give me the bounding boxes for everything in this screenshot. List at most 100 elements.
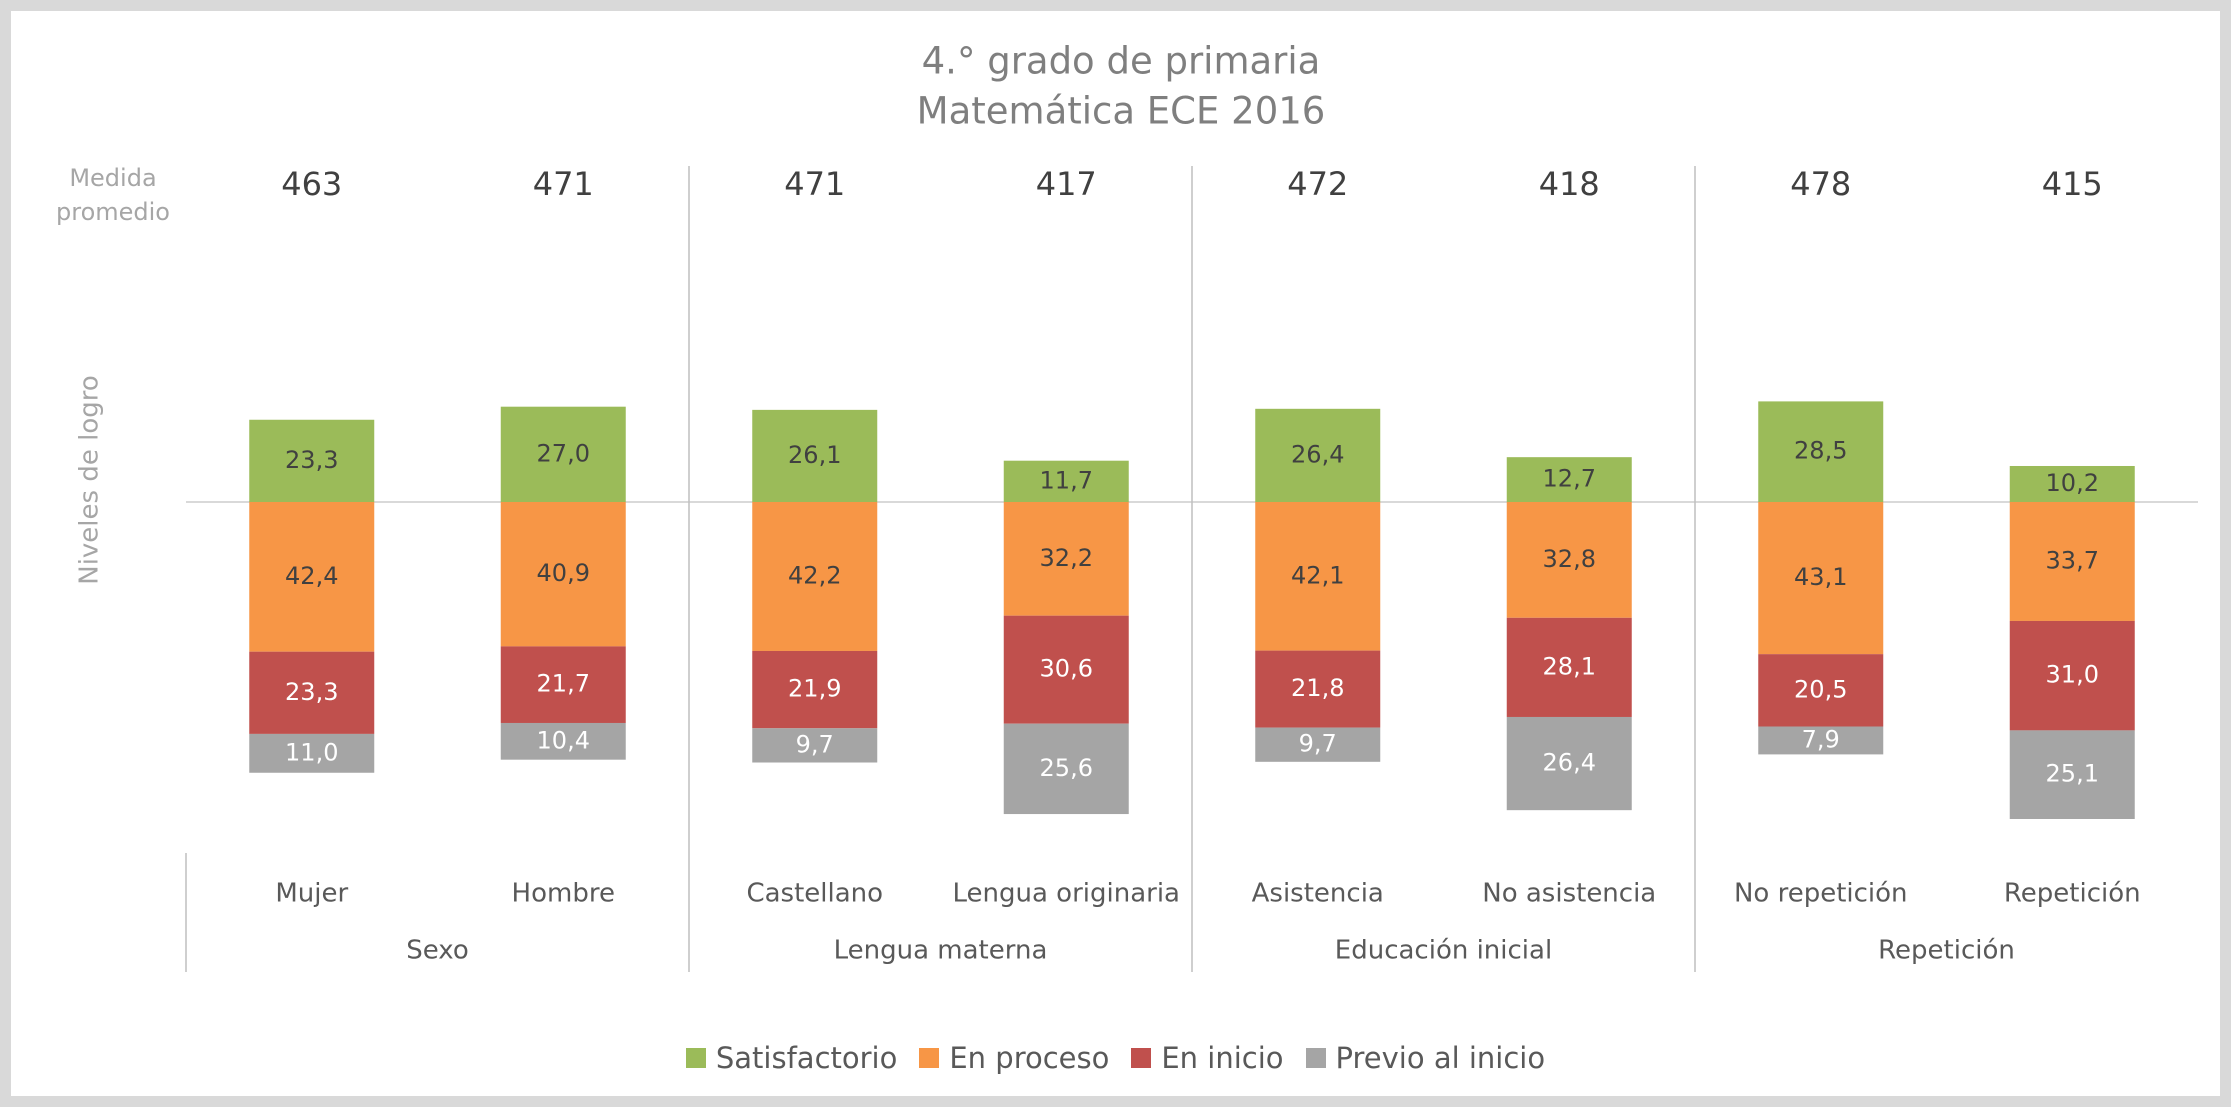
bar-segment	[1003, 460, 1129, 502]
bar-segment	[752, 728, 878, 763]
average-value: 417	[1036, 165, 1097, 203]
bar-segment	[1506, 716, 1632, 811]
bar-segment	[2009, 730, 2135, 819]
legend-swatch	[1131, 1048, 1152, 1068]
bar-segment	[249, 419, 375, 502]
bar-segment	[1506, 502, 1632, 618]
data-label: 23,3	[285, 678, 338, 706]
bar-segment	[1003, 723, 1129, 815]
bar-segment	[1758, 726, 1884, 755]
data-label: 25,1	[2046, 760, 2099, 788]
x-tick-label: No repetición	[1734, 879, 1908, 909]
legend-label: En proceso	[949, 1041, 1110, 1075]
bar-segment	[1506, 617, 1632, 717]
bar-segment	[2009, 502, 2135, 621]
chart-subtitle: Matemática ECE 2016	[917, 90, 1326, 133]
legend-item: En inicio	[1131, 1041, 1284, 1075]
average-value: 463	[281, 165, 342, 203]
data-label: 23,3	[285, 446, 338, 474]
bar-segment	[1758, 502, 1884, 655]
legend-swatch	[1305, 1048, 1326, 1068]
bar-segment	[752, 409, 878, 502]
data-label: 26,1	[788, 441, 841, 469]
data-label: 33,7	[2046, 546, 2099, 574]
data-label: 25,6	[1040, 754, 1093, 782]
legend-swatch	[685, 1048, 706, 1068]
data-label: 12,7	[1543, 465, 1596, 493]
data-label: 43,1	[1794, 563, 1847, 591]
chart-title: 4.° grado de primaria	[922, 40, 1321, 83]
bar-segment	[1506, 457, 1632, 502]
x-tick-label: Repetición	[2004, 879, 2141, 909]
data-label: 10,4	[537, 726, 590, 754]
average-value: 471	[533, 165, 594, 203]
data-label: 28,5	[1794, 437, 1847, 465]
bar-segment	[500, 502, 626, 647]
y-axis-label: Niveles de logro	[75, 375, 105, 585]
data-label: 7,9	[1802, 725, 1840, 753]
bar-segment	[1255, 650, 1381, 728]
bar-segment	[500, 722, 626, 760]
average-value: 472	[1287, 165, 1348, 203]
average-value: 418	[1539, 165, 1600, 203]
legend-item: En proceso	[919, 1041, 1109, 1075]
x-tick-label: Hombre	[512, 879, 615, 909]
legend-swatch	[919, 1048, 940, 1068]
average-value: 471	[784, 165, 845, 203]
data-label: 28,1	[1543, 652, 1596, 680]
x-tick-label: Castellano	[746, 879, 883, 909]
data-label: 27,0	[537, 439, 590, 467]
data-label: 42,2	[788, 561, 841, 589]
x-tick-label: No asistencia	[1482, 879, 1656, 909]
data-label: 11,7	[1040, 466, 1093, 494]
data-label: 26,4	[1291, 440, 1344, 468]
data-label: 21,7	[537, 670, 590, 698]
bar-segment	[752, 650, 878, 729]
data-label: 42,4	[285, 562, 338, 590]
x-tick-label: Mujer	[275, 879, 348, 909]
bar-segment	[1255, 727, 1381, 762]
bar-segment	[1255, 408, 1381, 502]
data-label: 32,2	[1040, 544, 1093, 572]
data-label: 42,1	[1291, 561, 1344, 589]
group-label: Sexo	[406, 936, 469, 966]
legend-label: Previo al inicio	[1335, 1041, 1546, 1075]
bar-segment	[249, 733, 375, 773]
data-label: 32,8	[1543, 545, 1596, 573]
legend-label: En inicio	[1161, 1041, 1284, 1075]
average-label: Medida promedio	[56, 164, 170, 226]
bar-segment	[249, 651, 375, 734]
bar-segment	[2009, 620, 2135, 731]
bar-segment	[1003, 502, 1129, 616]
legend-label: Satisfactorio	[715, 1041, 898, 1075]
bar-segment	[1758, 401, 1884, 502]
data-label: 26,4	[1543, 749, 1596, 777]
bar-segment	[1003, 615, 1129, 724]
data-label: 10,2	[2046, 469, 2099, 497]
bar-segment	[752, 502, 878, 651]
legend: Satisfactorio En proceso En inicio Previo a…	[11, 1041, 2220, 1075]
group-label: Lengua materna	[834, 936, 1048, 966]
data-label: 40,9	[537, 559, 590, 587]
bar-segment	[1758, 654, 1884, 727]
data-label: 21,8	[1291, 674, 1344, 702]
x-tick-label: Lengua originaria	[953, 879, 1181, 909]
data-label: 9,7	[1299, 730, 1337, 758]
bar-segment	[2009, 465, 2135, 502]
data-label: 9,7	[796, 730, 834, 758]
average-value: 478	[1790, 165, 1851, 203]
legend-item: Previo al inicio	[1305, 1041, 1546, 1075]
legend-item: Satisfactorio	[685, 1041, 898, 1075]
bar-segment	[1255, 502, 1381, 651]
data-label: 30,6	[1040, 655, 1093, 683]
bar-segment	[500, 646, 626, 723]
bar-segment	[249, 502, 375, 652]
data-label: 20,5	[1794, 675, 1847, 703]
data-label: 31,0	[2046, 661, 2099, 689]
data-label: 21,9	[788, 675, 841, 703]
data-label: 11,0	[285, 738, 338, 766]
group-label: Repetición	[1878, 936, 2015, 966]
group-label: Educación inicial	[1335, 936, 1552, 966]
